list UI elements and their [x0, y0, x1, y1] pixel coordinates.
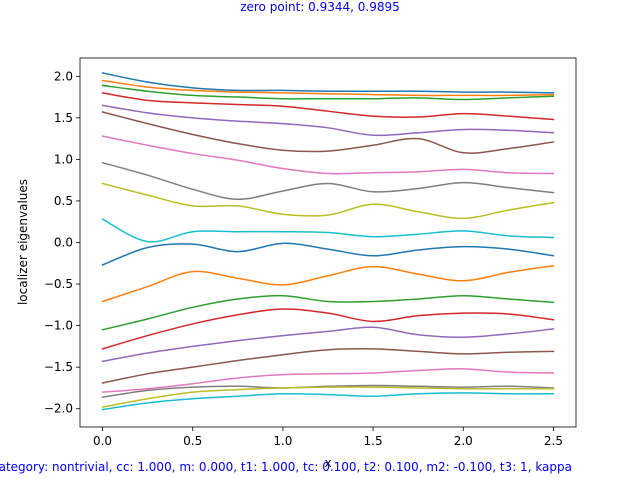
x-tick-label: 0.0 [93, 434, 112, 448]
series-line-18 [101, 384, 555, 398]
bottom-annotation: category: nontrivial, cc: 1.000, m: 0.00… [0, 460, 572, 474]
series-line-1 [101, 72, 555, 94]
x-tick-label: 1.0 [273, 434, 292, 448]
series-line-7 [101, 135, 555, 175]
series-line-8 [101, 161, 555, 201]
plot-area: 0.0 0.5 1.0 1.5 2.0 2.5 −2.0−1.5−1.0−0.50.00.… [44, 57, 577, 448]
series-line-6 [101, 111, 555, 154]
series-line-9 [101, 182, 555, 220]
series-line-16 [101, 348, 555, 384]
x-tick-label: 1.5 [364, 434, 383, 448]
series-line-4 [101, 92, 555, 121]
series-line-19 [101, 386, 555, 408]
series-line-14 [101, 308, 555, 350]
y-tick-label: 2.0 [54, 69, 73, 83]
x-tick-label: 0.5 [183, 434, 202, 448]
x-axis-label: x [324, 456, 331, 470]
y-tick-label: −1.5 [44, 360, 73, 374]
y-axis-label: localizer eigenvalues [16, 179, 30, 305]
y-axis-ticks: −2.0 −1.5 −1.0 −0.5 0.0 0.5 1.0 1.5 2.0 [44, 69, 80, 416]
top-annotation: zero point: 0.9344, 0.9895 [240, 0, 400, 14]
series-line-13 [101, 294, 555, 331]
y-tick-label: −2.0 [44, 402, 73, 416]
y-tick-label: 0.0 [54, 236, 73, 250]
y-tick-label: 1.0 [54, 152, 73, 166]
series-line-17 [101, 368, 555, 393]
x-tick-label: 2.5 [544, 434, 563, 448]
series-line-12 [101, 264, 555, 303]
series-line-3 [101, 84, 555, 101]
y-tick-label: −1.0 [44, 319, 73, 333]
series-line-15 [101, 326, 555, 363]
series-line-2 [101, 79, 555, 97]
series-lines [101, 72, 555, 411]
y-tick-label: 0.5 [54, 194, 73, 208]
series-line-20 [101, 392, 555, 411]
series-line-11 [101, 242, 555, 266]
y-tick-label: −0.5 [44, 277, 73, 291]
series-line-10 [101, 218, 555, 243]
x-tick-label: 2.0 [454, 434, 473, 448]
x-axis-ticks: 0.0 0.5 1.0 1.5 2.0 2.5 [93, 427, 563, 448]
y-tick-label: 1.5 [54, 111, 73, 125]
axes-background [80, 58, 576, 427]
series-line-5 [101, 104, 555, 137]
